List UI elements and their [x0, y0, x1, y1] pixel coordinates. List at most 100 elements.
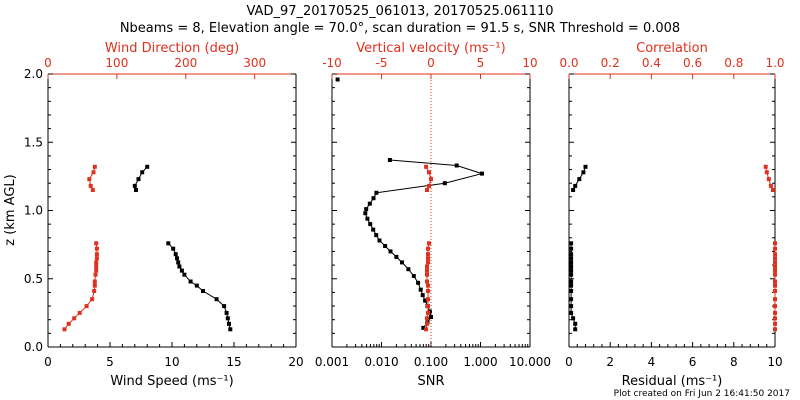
data-point — [773, 260, 777, 265]
data-point — [426, 246, 430, 251]
x-tick-label: 0.010 — [364, 355, 398, 369]
data-point — [426, 256, 430, 261]
top-axis-label: Wind Direction (deg) — [105, 41, 239, 56]
data-point — [194, 283, 199, 288]
data-point — [374, 190, 379, 195]
data-point — [581, 170, 586, 175]
x-tick-label: 8 — [730, 355, 738, 369]
x-tick-label: 10 — [164, 355, 179, 369]
data-point — [92, 279, 97, 284]
data-point — [569, 246, 574, 251]
data-point — [569, 241, 574, 246]
data-point — [94, 252, 99, 257]
data-point — [188, 279, 193, 284]
y-tick-label: 1.0 — [24, 204, 43, 218]
x-tick-label: 1.000 — [463, 355, 497, 369]
figure-subtitle: Nbeams = 8, Elevation angle = 70.0°, sca… — [120, 21, 680, 36]
top-axis-label: Correlation — [636, 41, 708, 56]
data-point — [427, 170, 431, 175]
top-tick-label: 0.6 — [683, 56, 702, 70]
top-tick-label: 0.4 — [642, 56, 661, 70]
data-point — [773, 268, 777, 273]
data-point — [773, 256, 777, 261]
y-tick-label: 0.0 — [24, 340, 43, 354]
bottom-axis-label: Residual (ms⁻¹) — [622, 374, 723, 389]
data-point — [773, 272, 777, 277]
data-point — [426, 304, 430, 309]
data-point — [93, 272, 98, 277]
data-point — [201, 289, 205, 293]
data-point — [573, 321, 578, 326]
data-point — [94, 268, 99, 273]
data-point — [140, 170, 145, 175]
data-point — [426, 310, 430, 315]
top-tick-label: 200 — [174, 56, 197, 70]
data-point — [569, 264, 574, 269]
data-point — [388, 249, 393, 254]
data-point — [423, 298, 428, 303]
data-point — [442, 181, 447, 186]
data-point — [425, 268, 429, 273]
data-point — [214, 297, 219, 302]
data-point — [179, 268, 184, 273]
data-point — [94, 246, 99, 251]
data-point — [764, 170, 769, 175]
data-point — [427, 241, 431, 246]
top-tick-label: 5 — [477, 56, 485, 70]
data-point — [134, 188, 138, 192]
top-tick-label: -5 — [376, 56, 388, 70]
data-point — [88, 183, 93, 188]
panel-residual: Correlation Residual (ms⁻¹) 0 2 4 6 8 10 0.0 0.… — [559, 41, 784, 389]
data-point — [569, 297, 574, 302]
data-point — [425, 264, 429, 269]
top-tick-label: 100 — [105, 56, 128, 70]
data-point — [425, 188, 429, 192]
data-point — [416, 280, 421, 285]
top-axis-label: Vertical velocity (ms⁻¹) — [356, 41, 505, 56]
data-point — [227, 321, 231, 326]
data-point — [225, 316, 230, 321]
data-point — [222, 304, 227, 309]
x-tick-label: 0.100 — [414, 355, 448, 369]
data-point — [569, 256, 574, 261]
data-point — [577, 177, 582, 182]
data-point — [173, 252, 178, 257]
data-point — [426, 289, 430, 293]
x-tick-label: 0.001 — [315, 355, 349, 369]
top-tick-label: 300 — [243, 56, 266, 70]
data-point — [429, 315, 433, 319]
y-tick-label: 1.5 — [24, 135, 43, 149]
data-point — [368, 222, 373, 227]
data-point — [424, 327, 429, 332]
data-point — [177, 264, 182, 269]
data-point — [569, 310, 574, 315]
data-point — [569, 283, 574, 288]
data-point — [773, 304, 777, 309]
data-point — [773, 283, 777, 288]
data-point — [92, 283, 97, 288]
data-point — [84, 304, 89, 309]
data-point — [573, 183, 578, 188]
panel-wind: Wind Direction (deg) Wind Speed (ms⁻¹) 0… — [24, 41, 304, 389]
data-point — [171, 246, 176, 251]
data-point — [166, 241, 171, 246]
plot-created-note: Plot created on Fri Jun 2 16:41:50 2017 — [614, 389, 790, 399]
top-tick-label: 0.0 — [559, 56, 578, 70]
data-point — [91, 170, 96, 175]
data-point — [569, 279, 574, 284]
top-tick-label: 0 — [44, 56, 52, 70]
data-point — [569, 268, 574, 273]
data-point — [377, 238, 382, 243]
data-point — [425, 316, 429, 321]
data-point — [92, 164, 97, 169]
data-point — [426, 297, 430, 302]
data-point — [224, 310, 229, 315]
data-point — [411, 274, 416, 278]
data-point — [400, 260, 404, 265]
data-point — [77, 310, 82, 315]
data-point — [773, 252, 777, 257]
data-point — [427, 183, 431, 188]
data-point — [770, 188, 775, 192]
data-point — [363, 211, 368, 216]
data-point — [182, 272, 187, 277]
